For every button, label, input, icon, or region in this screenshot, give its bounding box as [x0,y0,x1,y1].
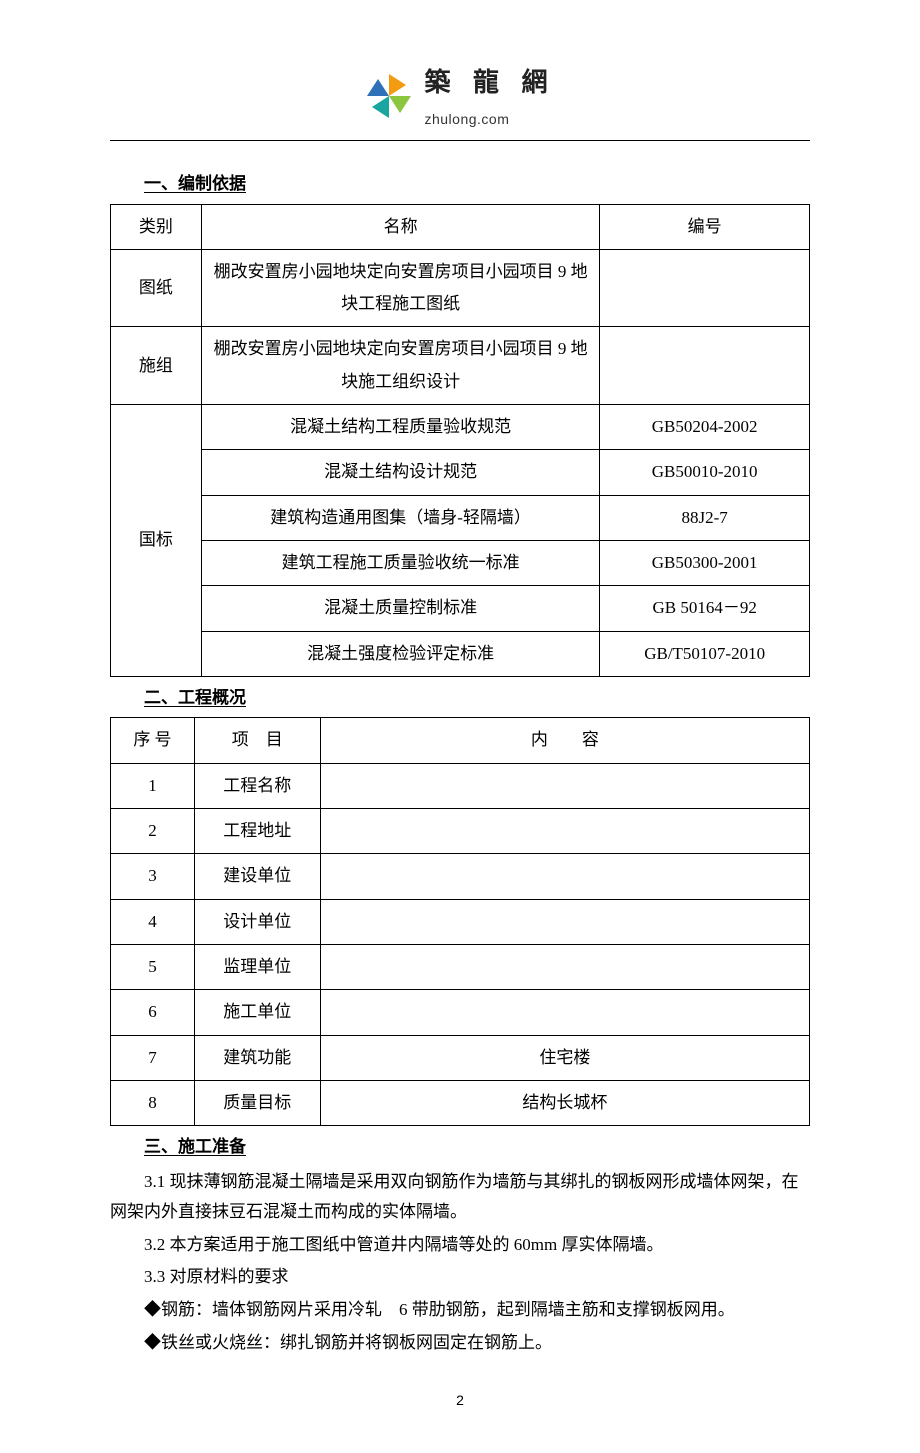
table-row: 8质量目标结构长城杯 [111,1080,810,1125]
cell-item: 设计单位 [194,899,320,944]
cell-name: 混凝土质量控制标准 [201,586,599,631]
cell-content [320,944,809,989]
paragraph: ◆钢筋：墙体钢筋网片采用冷轧 6 带肋钢筋，起到隔墙主筋和支撑钢板网用。 [110,1295,810,1326]
page-number: 2 [110,1388,810,1413]
cell-code [600,249,810,327]
section1-title: 一、编制依据 [110,169,810,200]
th-index: 序 号 [111,718,195,763]
logo-text-cn: 築 龍 網 [424,60,555,107]
cell-item: 质量目标 [194,1080,320,1125]
table-row: 混凝土结构设计规范GB50010-2010 [111,450,810,495]
table-row: 4设计单位 [111,899,810,944]
cell-index: 8 [111,1080,195,1125]
cell-item: 工程名称 [194,763,320,808]
header-divider [110,140,810,141]
th-item: 项 目 [194,718,320,763]
cell-name: 混凝土结构工程质量验收规范 [201,405,599,450]
cell-category: 施组 [111,327,202,405]
th-category: 类别 [111,204,202,249]
table-overview: 序 号 项 目 内 容 1工程名称2工程地址3建设单位4设计单位5监理单位6施工… [110,717,810,1126]
cell-content [320,763,809,808]
cell-index: 1 [111,763,195,808]
cell-item: 建设单位 [194,854,320,899]
table-row: 3建设单位 [111,854,810,899]
table-row: 混凝土强度检验评定标准GB/T50107-2010 [111,631,810,676]
cell-content [320,899,809,944]
table-row: 建筑工程施工质量验收统一标准GB50300-2001 [111,540,810,585]
cell-index: 7 [111,1035,195,1080]
table-header-row: 类别 名称 编号 [111,204,810,249]
table-header-row: 序 号 项 目 内 容 [111,718,810,763]
header-logo: 築 龍 網 zhulong.com [110,60,810,132]
logo-text-en: zhulong.com [424,107,555,132]
cell-content [320,990,809,1035]
table-row: 混凝土质量控制标准GB 50164－92 [111,586,810,631]
table-row: 施组棚改安置房小园地块定向安置房项目小园项目 9 地块施工组织设计 [111,327,810,405]
cell-content [320,854,809,899]
cell-code [600,327,810,405]
cell-category: 国标 [111,405,202,677]
cell-name: 混凝土强度检验评定标准 [201,631,599,676]
cell-code: GB50300-2001 [600,540,810,585]
paragraph: 3.1 现抹薄钢筋混凝土隔墙是采用双向钢筋作为墙筋与其绑扎的钢板网形成墙体网架，… [110,1167,810,1228]
table-row: 5监理单位 [111,944,810,989]
cell-code: 88J2-7 [600,495,810,540]
section2-title: 二、工程概况 [110,683,810,714]
paragraph: 3.2 本方案适用于施工图纸中管道井内隔墙等处的 60mm 厚实体隔墙。 [110,1230,810,1261]
table-row: 建筑构造通用图集（墙身-轻隔墙）88J2-7 [111,495,810,540]
cell-name: 棚改安置房小园地块定向安置房项目小园项目 9 地块施工组织设计 [201,327,599,405]
cell-content: 住宅楼 [320,1035,809,1080]
cell-name: 混凝土结构设计规范 [201,450,599,495]
cell-name: 棚改安置房小园地块定向安置房项目小园项目 9 地块工程施工图纸 [201,249,599,327]
cell-name: 建筑构造通用图集（墙身-轻隔墙） [201,495,599,540]
cell-name: 建筑工程施工质量验收统一标准 [201,540,599,585]
table-row: 1工程名称 [111,763,810,808]
cell-code: GB50010-2010 [600,450,810,495]
cell-index: 6 [111,990,195,1035]
paragraph: ◆铁丝或火烧丝：绑扎钢筋并将钢板网固定在钢筋上。 [110,1328,810,1359]
table-row: 6施工单位 [111,990,810,1035]
table-row: 图纸棚改安置房小园地块定向安置房项目小园项目 9 地块工程施工图纸 [111,249,810,327]
th-code: 编号 [600,204,810,249]
cell-code: GB 50164－92 [600,586,810,631]
table-row: 国标混凝土结构工程质量验收规范GB50204-2002 [111,405,810,450]
table-row: 7建筑功能住宅楼 [111,1035,810,1080]
table-row: 2工程地址 [111,809,810,854]
cell-index: 4 [111,899,195,944]
cell-code: GB/T50107-2010 [600,631,810,676]
cell-content [320,809,809,854]
logo-pinwheel-icon [364,71,414,121]
cell-content: 结构长城杯 [320,1080,809,1125]
cell-item: 监理单位 [194,944,320,989]
cell-category: 图纸 [111,249,202,327]
cell-item: 施工单位 [194,990,320,1035]
table-basis: 类别 名称 编号 图纸棚改安置房小园地块定向安置房项目小园项目 9 地块工程施工… [110,204,810,677]
cell-code: GB50204-2002 [600,405,810,450]
cell-item: 建筑功能 [194,1035,320,1080]
section3-title: 三、施工准备 [110,1132,810,1163]
th-name: 名称 [201,204,599,249]
cell-index: 2 [111,809,195,854]
cell-index: 3 [111,854,195,899]
paragraph: 3.3 对原材料的要求 [110,1262,810,1293]
cell-index: 5 [111,944,195,989]
cell-item: 工程地址 [194,809,320,854]
th-content: 内 容 [320,718,809,763]
